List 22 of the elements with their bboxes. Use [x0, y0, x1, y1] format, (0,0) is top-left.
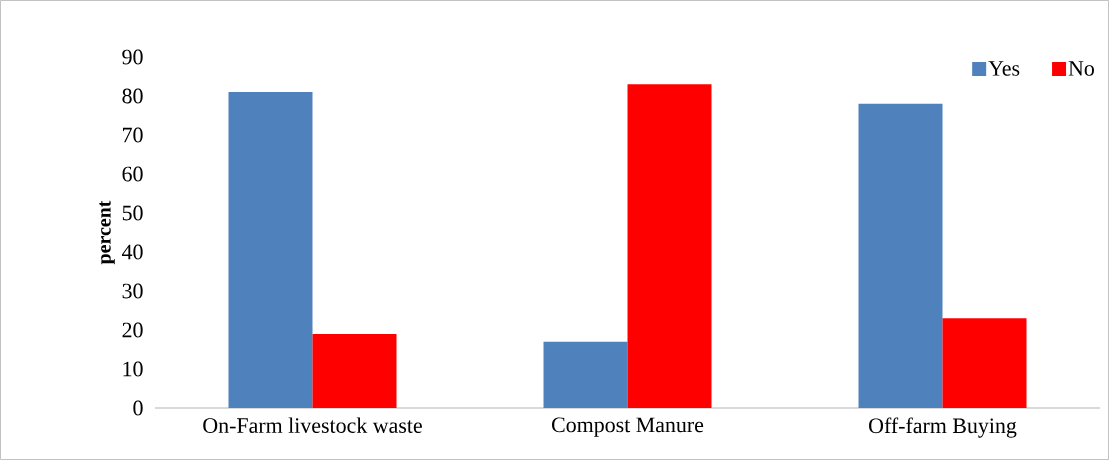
bar — [312, 333, 397, 408]
bar — [942, 318, 1027, 408]
y-tick-label: 20 — [122, 322, 143, 338]
legend-label: Yes — [988, 61, 1020, 76]
legend-label: No — [1068, 61, 1094, 76]
bar — [543, 341, 628, 408]
y-tick-label: 90 — [122, 49, 143, 65]
y-tick-label: 0 — [133, 400, 143, 416]
x-tick-label: Compost Manure — [552, 417, 704, 437]
x-tick-label: Off-farm Buying — [869, 417, 1017, 438]
y-tick-label: 30 — [122, 283, 143, 299]
bar — [228, 92, 313, 408]
y-tick-label: 70 — [123, 127, 143, 143]
bar — [627, 84, 712, 408]
y-tick-label: 50 — [122, 205, 143, 221]
y-tick-label: 80 — [122, 88, 143, 104]
y-tick-label: 10 — [123, 361, 143, 377]
y-tick-label: 40 — [122, 244, 143, 260]
x-tick-label: On-Farm livestock waste — [203, 417, 422, 433]
bar — [858, 103, 943, 408]
y-axis-title: percent — [99, 200, 115, 265]
y-tick-label: 60 — [122, 166, 143, 182]
